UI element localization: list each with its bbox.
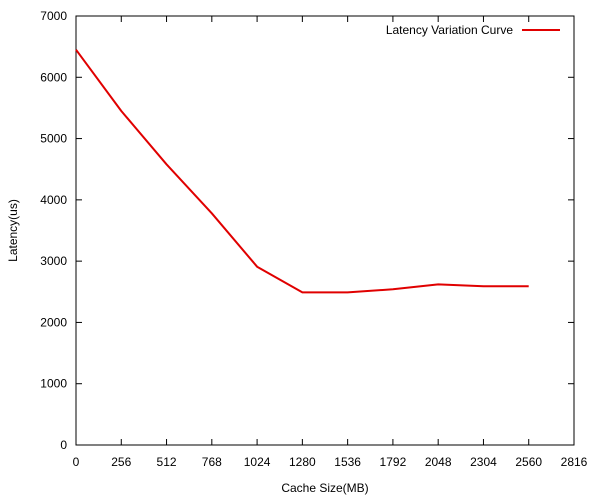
y-tick-label: 1000	[40, 377, 67, 391]
y-tick-label: 7000	[40, 9, 67, 23]
ticks-layer: 0 256 512 768 1024 1280 1536 1792 2048 2304 2560 28…	[40, 9, 587, 469]
x-tick-label: 256	[111, 455, 131, 469]
x-tick-label: 2816	[561, 455, 588, 469]
x-tick-label: 2560	[515, 455, 542, 469]
legend: Latency Variation Curve	[386, 23, 560, 37]
y-tick-label: 3000	[40, 254, 67, 268]
plot-frame	[75, 15, 575, 446]
series-line	[75, 49, 529, 294]
y-tick-label: 5000	[40, 132, 67, 146]
y-tick-label: 4000	[40, 193, 67, 207]
x-axis-label: Cache Size(MB)	[281, 481, 368, 495]
x-tick-label: 512	[157, 455, 177, 469]
x-tick-label: 1024	[244, 455, 271, 469]
legend-label: Latency Variation Curve	[386, 23, 514, 37]
x-tick-label: 1280	[289, 455, 316, 469]
series-layer	[75, 49, 529, 294]
x-tick-label: 1792	[380, 455, 407, 469]
y-axis-label: Latency(us)	[6, 199, 20, 262]
x-tick-label: 2048	[425, 455, 452, 469]
y-tick-label: 2000	[40, 315, 67, 329]
x-tick-label: 2304	[470, 455, 497, 469]
x-tick-label: 1536	[334, 455, 361, 469]
x-tick-label: 0	[73, 455, 80, 469]
y-tick-label: 6000	[40, 70, 67, 84]
y-tick-label: 0	[60, 438, 67, 452]
x-tick-label: 768	[202, 455, 222, 469]
